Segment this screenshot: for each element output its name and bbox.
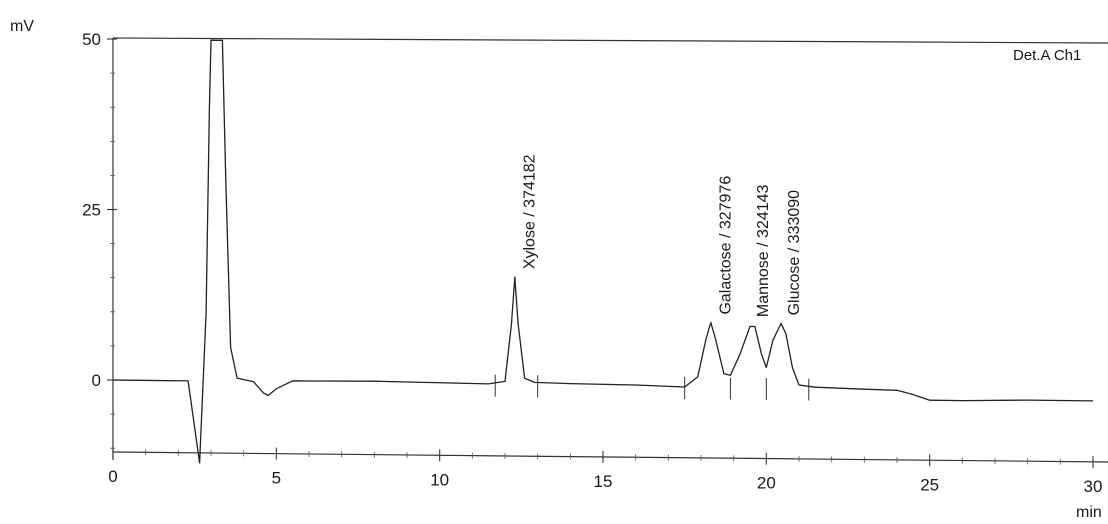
tick-layer: 0 5 10 15 20 25 30 0 25 50 bbox=[82, 30, 1102, 496]
integration-marks-layer bbox=[494, 374, 810, 401]
x-tick-label-0: 0 bbox=[108, 467, 117, 486]
x-tick-label-10: 10 bbox=[430, 470, 449, 489]
y-tick-label-50: 50 bbox=[82, 30, 101, 49]
x-tick-label-5: 5 bbox=[272, 469, 281, 488]
peak-label-mannose: Mannose / 324143 bbox=[755, 184, 772, 317]
x-tick-label-25: 25 bbox=[920, 475, 939, 494]
peak-labels-layer: Xylose / 374182 Galactose / 327976 Mannose… bbox=[521, 154, 803, 317]
peak-label-galactose: Galactose / 327976 bbox=[717, 176, 734, 315]
chromatogram-trace bbox=[112, 39, 1094, 464]
peak-label-glucose: Glucose / 333090 bbox=[786, 190, 803, 316]
x-tick-label-15: 15 bbox=[594, 472, 613, 491]
top-frame-line bbox=[112, 37, 1108, 44]
trace-layer bbox=[112, 39, 1094, 464]
peak-label-xylose: Xylose / 374182 bbox=[521, 154, 538, 269]
x-tick-label-30: 30 bbox=[1084, 477, 1103, 496]
x-axis-line bbox=[112, 451, 1108, 463]
x-tick-label-20: 20 bbox=[757, 474, 776, 493]
channel-label: Det.A Ch1 bbox=[1013, 47, 1081, 64]
y-tick-label-0: 0 bbox=[92, 371, 101, 390]
y-axis-unit-label: mV bbox=[10, 18, 34, 35]
y-tick-label-25: 25 bbox=[82, 201, 101, 220]
x-axis-unit-label: min bbox=[1076, 504, 1102, 519]
